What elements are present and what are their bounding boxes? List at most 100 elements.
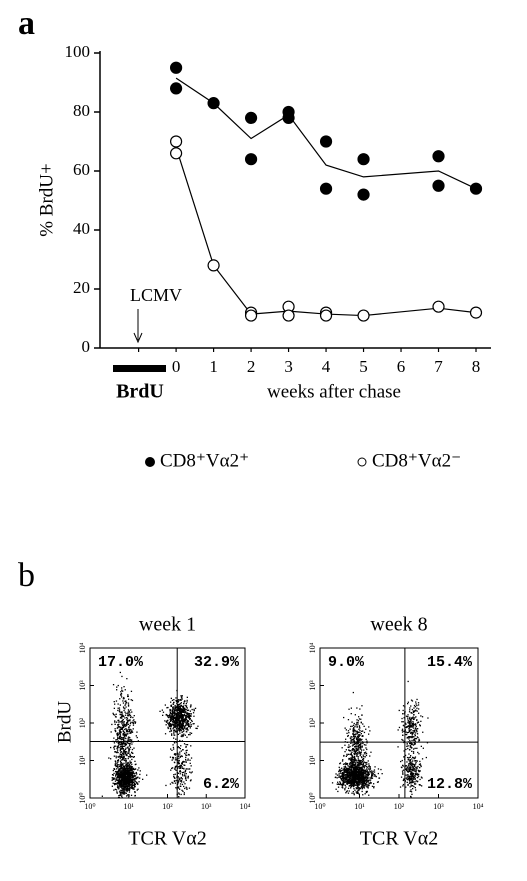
event-dot [342, 771, 344, 774]
event-dot [134, 786, 136, 788]
event-dot [182, 718, 184, 720]
event-dot [124, 780, 126, 783]
x-tick-label: 1 [209, 357, 218, 376]
event-dot [127, 709, 130, 711]
event-dot [116, 686, 118, 688]
event-dot [350, 761, 352, 764]
event-dot [410, 712, 412, 714]
x-tick-label: 4 [322, 357, 331, 376]
event-dot [416, 722, 419, 724]
event-dot [358, 750, 360, 752]
event-dot [120, 777, 122, 779]
event-dot [402, 765, 404, 767]
event-dot [181, 727, 183, 729]
event-dot [117, 749, 119, 751]
event-dot [373, 769, 376, 771]
event-dot [178, 715, 181, 717]
event-dot [352, 771, 354, 773]
event-dot [352, 760, 354, 762]
event-dot [365, 785, 367, 787]
event-dot [174, 712, 176, 714]
event-dot [367, 787, 369, 789]
event-dot [131, 751, 133, 753]
y-tick-label: 40 [73, 219, 90, 238]
event-dot [355, 759, 357, 761]
event-dot [182, 722, 184, 724]
event-dot [168, 723, 171, 725]
event-dot [365, 780, 367, 782]
event-dot [131, 763, 133, 765]
event-dot [182, 710, 185, 713]
event-dot [125, 792, 127, 794]
event-dot [121, 780, 123, 782]
event-dot [351, 778, 353, 780]
event-dot [418, 773, 420, 775]
event-dot [352, 730, 354, 732]
event-dot [355, 772, 357, 774]
event-dot [409, 718, 411, 721]
event-dot [357, 736, 360, 739]
event-dot [373, 786, 375, 788]
event-dot [185, 768, 187, 770]
event-dot [175, 759, 177, 761]
event-dot [365, 751, 367, 753]
event-dot [357, 756, 359, 758]
event-dot [121, 780, 123, 783]
event-dot [356, 755, 358, 757]
data-point [469, 306, 483, 319]
event-dot [125, 737, 127, 740]
event-dot [170, 705, 173, 707]
event-dot [134, 760, 136, 762]
event-dot [358, 780, 360, 782]
event-dot [363, 731, 366, 734]
event-dot [133, 772, 135, 775]
event-dot [112, 712, 114, 714]
event-dot [409, 766, 411, 769]
event-dot [180, 779, 183, 782]
event-dot [408, 770, 410, 772]
event-dot [129, 777, 131, 779]
event-dot [413, 776, 415, 779]
event-dot [170, 769, 172, 771]
event-dot [136, 736, 138, 739]
event-dot [124, 768, 126, 770]
event-dot [357, 753, 359, 755]
event-dot [409, 724, 411, 726]
event-dot [366, 790, 368, 793]
event-dot [174, 710, 176, 713]
event-dot [360, 773, 362, 776]
event-dot [342, 774, 344, 776]
event-dot [129, 756, 131, 758]
event-dot [182, 730, 184, 733]
event-dot [350, 781, 352, 783]
event-dot [131, 786, 133, 789]
event-dot [186, 754, 188, 756]
event-dot [117, 771, 119, 773]
event-dot [181, 723, 183, 725]
event-dot [357, 771, 359, 773]
event-dot [115, 755, 117, 757]
event-dot [185, 779, 187, 781]
event-dot [134, 791, 136, 793]
event-dot [174, 714, 176, 716]
event-dot [409, 765, 411, 767]
event-dot [118, 710, 121, 712]
event-dot [350, 713, 352, 715]
event-dot [366, 740, 368, 742]
event-dot [184, 720, 186, 722]
event-dot [130, 732, 132, 734]
event-dot [115, 789, 118, 791]
event-dot [122, 698, 124, 700]
event-dot [182, 723, 184, 725]
event-dot [186, 744, 189, 746]
event-dot [162, 714, 164, 716]
event-dot [116, 762, 118, 765]
event-dot [414, 732, 417, 734]
event-dot [183, 725, 185, 727]
x-tick-label: 10³ [433, 802, 444, 811]
event-dot [185, 761, 187, 763]
event-dot [185, 786, 187, 788]
event-dot [137, 740, 139, 742]
event-dot [354, 784, 357, 786]
event-dot [371, 777, 374, 779]
